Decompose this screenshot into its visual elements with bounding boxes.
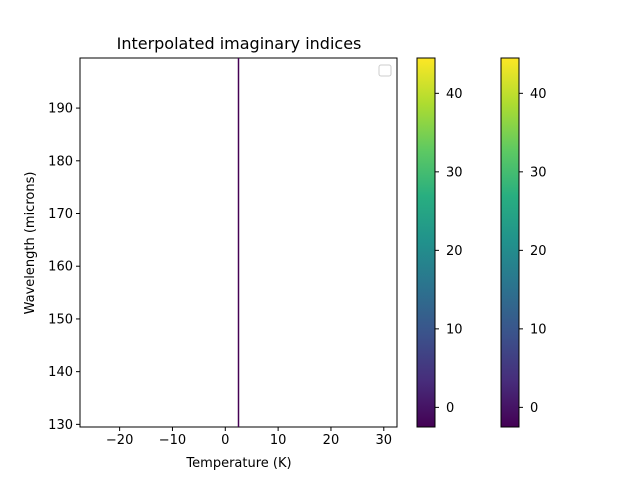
y-tick-label: 160 xyxy=(48,260,73,275)
x-axis-label: Temperature (K) xyxy=(185,456,291,471)
y-tick-label: 130 xyxy=(48,418,73,433)
colorbar-tick-label: 40 xyxy=(446,87,463,102)
x-tick-label: 20 xyxy=(323,433,340,448)
x-tick-label: −20 xyxy=(106,433,133,448)
colorbar-2-ticks: 0 10 20 30 40 xyxy=(519,87,547,416)
y-axis-ticks: 130 140 150 160 170 180 190 xyxy=(48,102,80,433)
colorbar-tick-label: 40 xyxy=(530,87,547,102)
x-tick-label: −10 xyxy=(159,433,186,448)
colorbar-tick-label: 20 xyxy=(530,244,547,259)
plot-area: −20 −10 0 10 20 30 130 140 150 160 170 180 190 xyxy=(48,57,398,448)
colorbar-2-gradient xyxy=(500,57,520,428)
legend-box xyxy=(378,64,392,77)
colorbar-tick-label: 30 xyxy=(446,165,463,180)
colorbar-tick-label: 10 xyxy=(530,322,547,337)
colorbar-tick-label: 30 xyxy=(530,165,547,180)
x-axis-ticks: −20 −10 0 10 20 30 xyxy=(106,427,392,448)
colorbar-tick-label: 0 xyxy=(530,401,538,416)
colorbar-2: 0 10 20 30 40 xyxy=(500,57,547,428)
chart-title: Interpolated imaginary indices xyxy=(117,34,362,53)
colorbar-1-ticks: 0 10 20 30 40 xyxy=(435,87,463,416)
colorbar-1-gradient xyxy=(416,57,436,428)
y-tick-label: 140 xyxy=(48,365,73,380)
colorbar-tick-label: 0 xyxy=(446,401,454,416)
x-tick-label: 10 xyxy=(270,433,287,448)
y-tick-label: 190 xyxy=(48,102,73,117)
colorbar-tick-label: 20 xyxy=(446,244,463,259)
y-tick-label: 150 xyxy=(48,312,73,327)
x-tick-label: 30 xyxy=(376,433,393,448)
y-tick-label: 170 xyxy=(48,207,73,222)
colorbar-1: 0 10 20 30 40 xyxy=(416,57,463,428)
colorbar-tick-label: 10 xyxy=(446,322,463,337)
y-tick-label: 180 xyxy=(48,154,73,169)
y-axis-label: Wavelength (microns) xyxy=(23,172,38,315)
x-tick-label: 0 xyxy=(221,433,229,448)
